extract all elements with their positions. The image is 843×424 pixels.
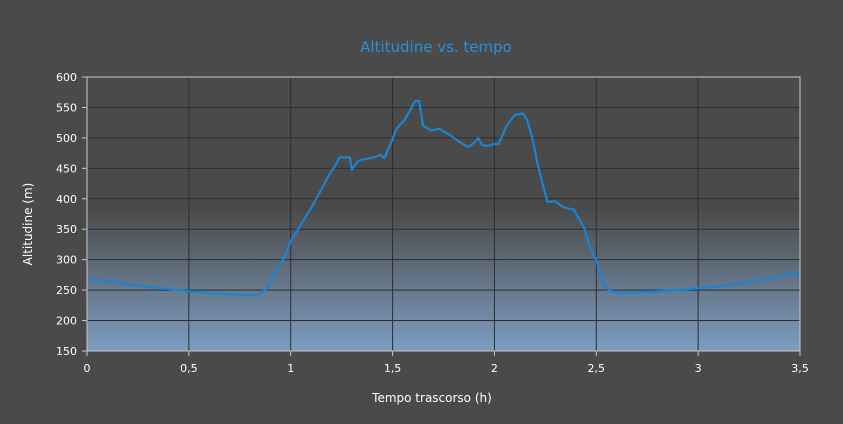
x-tick-label: 0,5	[180, 362, 198, 375]
y-tick-label: 600	[56, 71, 77, 84]
x-axis-label: Tempo trascorso (h)	[371, 391, 492, 405]
x-tick-label: 2	[491, 362, 498, 375]
x-tick-label: 3,5	[791, 362, 809, 375]
altitude-line	[86, 99, 801, 297]
plot-background	[87, 77, 800, 351]
x-tick-label: 1,5	[384, 362, 402, 375]
y-tick-label: 200	[56, 315, 77, 328]
series-group	[86, 99, 801, 297]
x-tick-label: 0	[84, 362, 91, 375]
x-tick-labels: 0 0,5 1 1,5 2 2,5 3 3,5	[84, 351, 809, 375]
plot-border	[86, 76, 801, 352]
chart-title: Altitudine vs. tempo	[360, 38, 512, 56]
y-tick-labels: 150 200 250 300 350 400 450 500 550 600	[56, 71, 87, 358]
y-axis-label: Altitudine (m)	[21, 183, 35, 266]
y-tick-label: 450	[56, 162, 77, 175]
y-tick-label: 350	[56, 223, 77, 236]
x-tick-label: 2,5	[588, 362, 606, 375]
y-tick-label: 500	[56, 132, 77, 145]
y-tick-label: 300	[56, 254, 77, 267]
y-tick-label: 400	[56, 193, 77, 206]
x-tick-label: 3	[695, 362, 702, 375]
y-tick-label: 150	[56, 345, 77, 358]
grid-lines	[87, 77, 800, 351]
y-tick-label: 550	[56, 101, 77, 114]
y-tick-label: 250	[56, 284, 77, 297]
x-tick-label: 1	[287, 362, 294, 375]
